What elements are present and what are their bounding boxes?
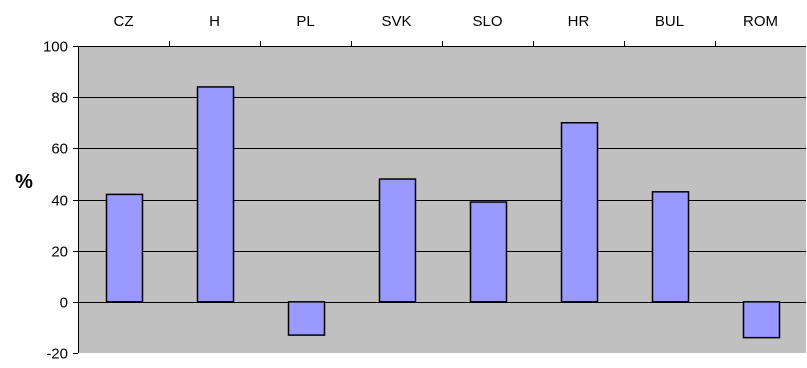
category-label-pl: PL [296,13,314,30]
bar-rom [742,301,781,339]
y-tick-label: 100 [43,39,68,56]
plot-area [78,46,806,353]
category-label-rom: ROM [743,13,778,30]
y-tick-labels: 100 80 60 40 20 0 -20 [43,39,68,363]
bar-hr [560,122,599,303]
bar-pl [287,301,326,336]
y-axis-label: % [15,171,33,193]
axes [73,41,806,354]
bar-svk [378,178,417,303]
y-tick-label: -20 [46,346,68,363]
bar-cz [105,193,144,303]
bars [105,86,781,339]
bar-slo [469,201,508,303]
category-label-cz: CZ [114,13,134,30]
category-label-h: H [209,13,220,30]
category-label-hr: HR [568,13,590,30]
bar-h [196,86,235,303]
category-label-svk: SVK [381,13,411,30]
bar-bul [651,191,690,303]
y-tick-label: 60 [51,141,68,158]
y-tick-label: 80 [51,90,68,107]
category-label-bul: BUL [655,13,684,30]
category-label-slo: SLO [472,13,502,30]
category-labels: CZ H PL SVK SLO HR BUL ROM [114,13,779,30]
y-tick-label: 0 [60,295,68,312]
y-tick-label: 40 [51,193,68,210]
y-tick-label: 20 [51,244,68,261]
